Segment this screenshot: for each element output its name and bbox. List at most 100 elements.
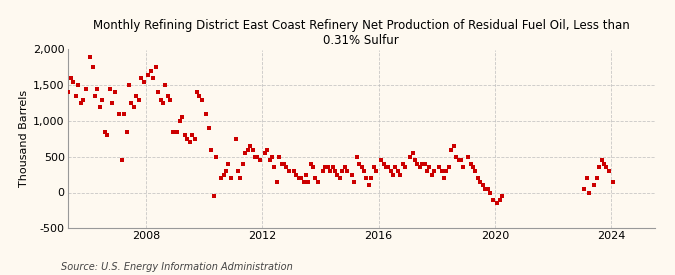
Point bbox=[332, 172, 343, 177]
Point bbox=[126, 101, 137, 105]
Point bbox=[603, 169, 614, 173]
Point bbox=[56, 54, 67, 59]
Point bbox=[184, 140, 195, 145]
Point bbox=[337, 169, 348, 173]
Point bbox=[259, 151, 270, 155]
Point bbox=[599, 162, 610, 166]
Point bbox=[279, 162, 290, 166]
Point bbox=[87, 65, 98, 70]
Point bbox=[439, 176, 450, 180]
Point bbox=[608, 180, 619, 184]
Point bbox=[90, 94, 101, 98]
Point bbox=[416, 162, 427, 166]
Point bbox=[242, 147, 253, 152]
Point bbox=[121, 130, 132, 134]
Point bbox=[419, 162, 430, 166]
Point bbox=[404, 155, 415, 159]
Point bbox=[470, 169, 481, 173]
Point bbox=[225, 176, 236, 180]
Point bbox=[494, 197, 505, 202]
Point bbox=[233, 169, 244, 173]
Point bbox=[385, 169, 396, 173]
Point bbox=[235, 176, 246, 180]
Point bbox=[298, 180, 309, 184]
Point bbox=[284, 169, 294, 173]
Point bbox=[477, 183, 488, 188]
Point bbox=[593, 165, 604, 170]
Point bbox=[296, 176, 306, 180]
Point bbox=[381, 165, 392, 170]
Point bbox=[269, 165, 280, 170]
Point bbox=[364, 183, 375, 188]
Point bbox=[218, 172, 229, 177]
Point bbox=[424, 165, 435, 170]
Point bbox=[349, 180, 360, 184]
Point bbox=[361, 176, 372, 180]
Point bbox=[247, 147, 258, 152]
Point bbox=[320, 165, 331, 170]
Point bbox=[300, 172, 311, 177]
Point bbox=[238, 162, 248, 166]
Point bbox=[276, 162, 287, 166]
Point bbox=[288, 169, 299, 173]
Point bbox=[114, 112, 125, 116]
Point bbox=[390, 165, 401, 170]
Point bbox=[487, 197, 498, 202]
Point bbox=[138, 79, 149, 84]
Point bbox=[472, 176, 483, 180]
Point bbox=[313, 180, 323, 184]
Point bbox=[63, 90, 74, 95]
Point bbox=[325, 169, 335, 173]
Point bbox=[85, 54, 96, 59]
Point bbox=[400, 165, 410, 170]
Point bbox=[119, 112, 130, 116]
Point bbox=[482, 187, 493, 191]
Point bbox=[58, 97, 69, 102]
Point bbox=[414, 165, 425, 170]
Point bbox=[398, 162, 408, 166]
Point bbox=[61, 101, 72, 105]
Point bbox=[395, 172, 406, 177]
Point bbox=[378, 162, 389, 166]
Point bbox=[352, 155, 362, 159]
Point bbox=[369, 165, 379, 170]
Point bbox=[163, 94, 173, 98]
Point bbox=[73, 83, 84, 87]
Point bbox=[462, 155, 473, 159]
Point bbox=[78, 97, 88, 102]
Point bbox=[422, 169, 433, 173]
Point bbox=[182, 137, 192, 141]
Point bbox=[97, 97, 108, 102]
Point bbox=[177, 115, 188, 120]
Point bbox=[252, 155, 263, 159]
Point bbox=[221, 169, 232, 173]
Point bbox=[175, 119, 186, 123]
Point bbox=[356, 165, 367, 170]
Y-axis label: Thousand Barrels: Thousand Barrels bbox=[19, 90, 29, 188]
Point bbox=[128, 104, 139, 109]
Point bbox=[375, 158, 386, 163]
Point bbox=[109, 90, 120, 95]
Point bbox=[274, 155, 285, 159]
Point bbox=[293, 176, 304, 180]
Point bbox=[75, 101, 86, 105]
Point bbox=[339, 165, 350, 170]
Point bbox=[335, 176, 346, 180]
Point bbox=[371, 169, 381, 173]
Point bbox=[451, 155, 462, 159]
Point bbox=[206, 147, 217, 152]
Point bbox=[150, 65, 161, 70]
Point bbox=[354, 162, 364, 166]
Point bbox=[267, 155, 277, 159]
Point bbox=[148, 76, 159, 80]
Point bbox=[433, 165, 444, 170]
Point bbox=[155, 97, 166, 102]
Point bbox=[244, 144, 255, 148]
Point bbox=[342, 169, 352, 173]
Point bbox=[165, 97, 176, 102]
Text: Source: U.S. Energy Information Administration: Source: U.S. Energy Information Administ… bbox=[61, 262, 292, 272]
Point bbox=[492, 201, 503, 205]
Point bbox=[189, 137, 200, 141]
Point bbox=[329, 169, 340, 173]
Point bbox=[584, 190, 595, 195]
